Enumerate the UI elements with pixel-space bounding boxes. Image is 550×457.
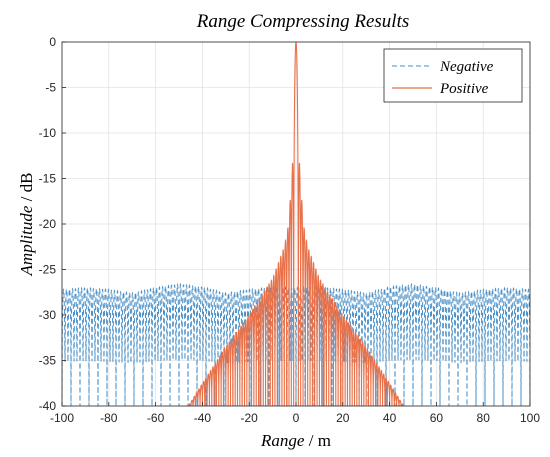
y-tick-label: -40 bbox=[39, 399, 57, 413]
x-tick-label: 100 bbox=[520, 411, 540, 425]
y-tick-label: -5 bbox=[45, 81, 56, 95]
legend-box bbox=[383, 48, 523, 103]
y-tick-label: -30 bbox=[39, 308, 57, 322]
legend: Negative Positive bbox=[383, 48, 523, 103]
x-tick-label: 40 bbox=[383, 411, 397, 425]
x-axis-label: Range / m bbox=[260, 431, 331, 450]
x-tick-label: -40 bbox=[194, 411, 212, 425]
x-tick-label: -100 bbox=[50, 411, 74, 425]
x-tick-label: -60 bbox=[147, 411, 165, 425]
x-tick-label: -80 bbox=[100, 411, 118, 425]
y-tick-label: 0 bbox=[49, 35, 56, 49]
y-tick-label: -35 bbox=[39, 354, 57, 368]
chart-title: Range Compressing Results bbox=[196, 11, 410, 32]
axis-ticks: -100 -80 -60 -40 -20 0 20 40 60 80 100 0 -5 -10 -15 -20… bbox=[39, 35, 541, 425]
series-negative-line bbox=[62, 282, 530, 406]
series-positive-line bbox=[179, 42, 413, 406]
x-tick-label: 20 bbox=[336, 411, 350, 425]
x-tick-label: 0 bbox=[293, 411, 300, 425]
y-tick-label: -25 bbox=[39, 263, 57, 277]
y-tick-label: -15 bbox=[39, 172, 57, 186]
x-tick-label: 80 bbox=[477, 411, 491, 425]
x-tick-label: 60 bbox=[430, 411, 444, 425]
x-tick-label: -20 bbox=[241, 411, 259, 425]
y-tick-label: -10 bbox=[39, 126, 57, 140]
legend-label-negative: Negative bbox=[439, 59, 494, 75]
y-tick-label: -20 bbox=[39, 217, 57, 231]
y-axis-label: Amplitude / dB bbox=[17, 173, 36, 277]
legend-label-positive: Positive bbox=[439, 81, 489, 97]
